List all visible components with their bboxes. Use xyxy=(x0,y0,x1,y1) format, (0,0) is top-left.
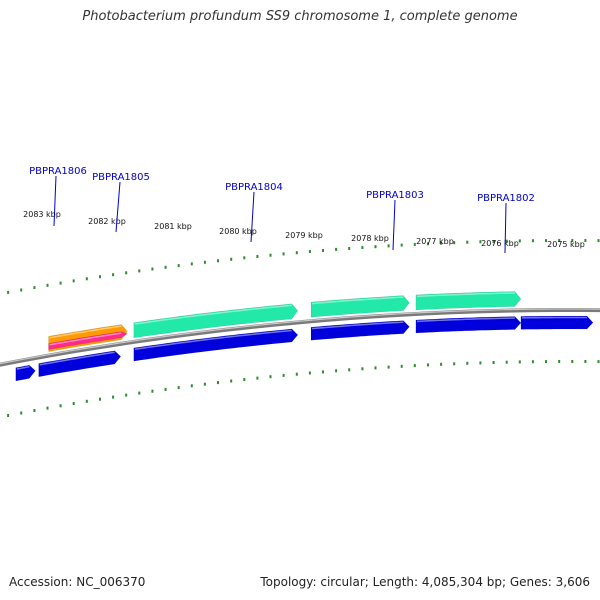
gene-label: PBPRA1804 xyxy=(225,182,283,193)
gene-label: PBPRA1805 xyxy=(92,172,150,183)
blue-gene-feature xyxy=(38,350,122,377)
gene-label: PBPRA1803 xyxy=(366,190,424,201)
tick-label: 2079 kbp xyxy=(285,231,323,240)
gene-feature-highlight xyxy=(416,317,515,323)
tick-label: 2081 kbp xyxy=(154,222,192,231)
gene-label-leader xyxy=(53,175,57,227)
chromosome-backbone-highlight xyxy=(0,308,600,365)
gene-labels: PBPRA1806 PBPRA1805 PBPRA1804 PBPRA1803 … xyxy=(29,166,535,254)
tick-labels: 2083 kbp 2082 kbp 2081 kbp 2080 kbp 2079… xyxy=(23,210,585,249)
green-gene-feature xyxy=(415,291,522,311)
gene-feature-highlight xyxy=(49,325,122,339)
chromosome-backbone xyxy=(0,308,600,367)
gene-feature-highlight xyxy=(311,321,404,330)
blue-gene-feature xyxy=(415,316,522,334)
blue-gene-feature xyxy=(133,328,299,362)
gene-feature-highlight xyxy=(39,351,115,366)
gene-feature-highlight xyxy=(416,292,515,298)
gene-label-leader xyxy=(250,191,255,243)
tick-label: 2080 kbp xyxy=(219,227,257,236)
gene-feature-highlight xyxy=(311,296,404,305)
tick-label: 2082 kbp xyxy=(88,217,126,226)
genome-summary-text: Topology: circular; Length: 4,085,304 bp… xyxy=(260,575,590,589)
gene-label-leader xyxy=(115,181,121,233)
blue-gene-feature xyxy=(520,315,594,330)
tick-label: 2077 kbp xyxy=(416,237,454,246)
blue-gene-feature xyxy=(15,364,36,382)
gene-label: PBPRA1806 xyxy=(29,166,87,177)
map-title: Photobacterium profundum SS9 chromosome … xyxy=(82,9,518,24)
gene-feature-highlight xyxy=(16,365,30,370)
accession-text: Accession: NC_006370 xyxy=(9,575,146,589)
gene-label: PBPRA1802 xyxy=(477,193,535,204)
outer-tick-ring xyxy=(7,239,600,294)
green-gene-feature xyxy=(133,303,299,339)
blue-gene-feature xyxy=(310,320,410,341)
pink-gene-feature xyxy=(48,331,128,350)
tick-label: 2083 kbp xyxy=(23,210,61,219)
gene-feature-highlight xyxy=(49,332,122,346)
gene-feature-highlight xyxy=(134,329,292,351)
tick-label: 2075 kbp xyxy=(547,240,585,249)
inner-tick-ring xyxy=(7,360,600,417)
gene-features xyxy=(15,291,594,382)
tick-label: 2078 kbp xyxy=(351,234,389,243)
gene-feature-highlight xyxy=(134,304,292,325)
tick-label: 2076 kbp xyxy=(481,239,519,248)
gene-label-leader xyxy=(392,199,396,251)
gene-label-leader xyxy=(504,202,507,254)
green-gene-feature xyxy=(310,295,410,318)
